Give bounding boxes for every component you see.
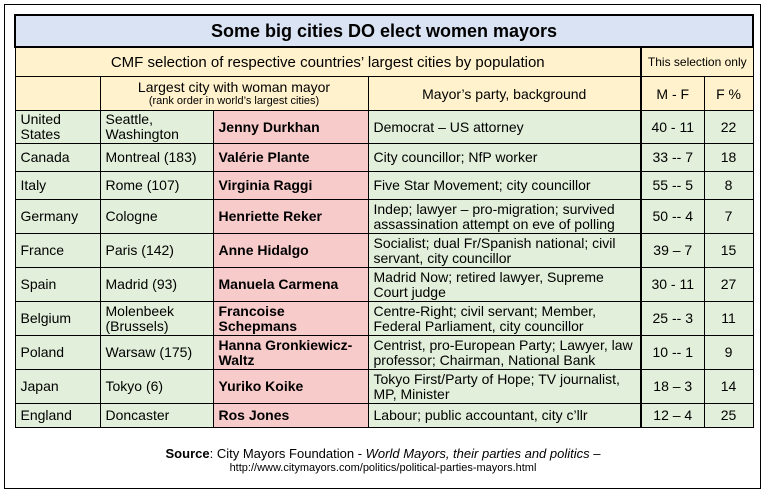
mf-cell: 39 – 7 (640, 233, 705, 268)
table-row: France Paris (142) Anne Hidalgo Socialist; … (14, 233, 754, 268)
fpct-cell: 15 (703, 233, 754, 268)
table-row: Japan Tokyo (6) Yuriko Koike Tokyo First/Pa… (14, 369, 754, 404)
mf-cell: 40 - 11 (640, 110, 705, 144)
fpct-cell: 9 (703, 335, 754, 370)
source-note: Source: City Mayors Foundation - World M… (14, 446, 752, 476)
city-header: Largest city with woman mayor (rank orde… (99, 76, 369, 111)
party-cell: Centre-Right; civil servant; Member, Fed… (367, 301, 642, 336)
mayor-cell: Jenny Durkhan (212, 110, 369, 144)
fpct-cell: 25 (703, 403, 754, 428)
party-header: Mayor’s party, background (367, 76, 642, 111)
mf-cell: 25 -- 3 (640, 301, 705, 336)
city-cell: Tokyo (6) (99, 369, 214, 404)
country-cell: Canada (14, 143, 101, 172)
fpct-cell: 7 (703, 199, 754, 234)
country-cell: Belgium (14, 301, 101, 336)
mayor-cell: Francoise Schepmans (212, 301, 369, 336)
mayor-cell: Anne Hidalgo (212, 233, 369, 268)
fpct-header: F % (703, 76, 754, 111)
country-cell: England (14, 403, 101, 428)
fpct-cell: 8 (703, 171, 754, 200)
mayor-cell: Henriette Reker (212, 199, 369, 234)
fpct-cell: 11 (703, 301, 754, 336)
city-cell: Cologne (99, 199, 214, 234)
mayor-cell: Virginia Raggi (212, 171, 369, 200)
country-cell: United States (14, 110, 101, 144)
table-row: Poland Warsaw (175) Hanna Gronkiewicz-Walt… (14, 335, 754, 370)
source-url: http://www.citymayors.com/politics/polit… (229, 462, 537, 474)
country-cell: Italy (14, 171, 101, 200)
party-cell: Centrist, pro-European Party; Lawyer, la… (367, 335, 642, 370)
city-cell: Warsaw (175) (99, 335, 214, 370)
party-cell: Socialist; dual Fr/Spanish national; civ… (367, 233, 642, 268)
mf-cell: 30 - 11 (640, 267, 705, 302)
mf-cell: 10 -- 1 (640, 335, 705, 370)
party-cell: Five Star Movement; city councillor (367, 171, 642, 200)
city-header-sublabel: (rank order in world’s largest cities) (148, 95, 320, 107)
city-cell: Rome (107) (99, 171, 214, 200)
country-cell: Japan (14, 369, 101, 404)
table-subtitle: CMF selection of respective countries’ l… (14, 46, 642, 77)
mf-cell: 55 -- 5 (640, 171, 705, 200)
fpct-cell: 22 (703, 110, 754, 144)
table-row: Spain Madrid (93) Manuela Carmena Madrid No… (14, 267, 754, 302)
country-cell: Poland (14, 335, 101, 370)
mayor-cell: Yuriko Koike (212, 369, 369, 404)
mf-cell: 12 – 4 (640, 403, 705, 428)
table-row: Germany Cologne Henriette Reker Indep; lawy… (14, 199, 754, 234)
party-cell: City councillor; NfP worker (367, 143, 642, 172)
country-cell: Germany (14, 199, 101, 234)
table-row: United States Seattle, Washington Jenny Du… (14, 110, 754, 144)
mf-cell: 18 – 3 (640, 369, 705, 404)
table-row: Canada Montreal (183) Valérie Plante City c… (14, 143, 754, 172)
city-cell: Madrid (93) (99, 267, 214, 302)
country-cell: Spain (14, 267, 101, 302)
city-cell: Montreal (183) (99, 143, 214, 172)
party-cell: Tokyo First/Party of Hope; TV journalist… (367, 369, 642, 404)
city-cell: Molenbeek (Brussels) (99, 301, 214, 336)
mayor-cell: Hanna Gronkiewicz-Waltz (212, 335, 369, 370)
mf-cell: 50 -- 4 (640, 199, 705, 234)
city-cell: Doncaster (99, 403, 214, 428)
party-cell: Democrat – US attorney (367, 110, 642, 144)
table-title: Some big cities DO elect women mayors (13, 14, 755, 48)
city-header-label: Largest city with woman mayor (137, 79, 331, 95)
selection-header: This selection only (639, 46, 754, 77)
source-dash: – (589, 446, 601, 461)
fpct-cell: 14 (703, 369, 754, 404)
city-cell: Seattle, Washington (99, 110, 214, 144)
party-cell: Madrid Now; retired lawyer, Supreme Cour… (367, 267, 642, 302)
outer-frame (4, 4, 761, 489)
table-row: Belgium Molenbeek (Brussels) Francoise Sch… (14, 301, 754, 336)
party-cell: Indep; lawyer – pro-migration; survived … (367, 199, 642, 234)
table-row: England Doncaster Ros Jones Labour; public … (14, 403, 754, 428)
table-body: United States Seattle, Washington Jenny Du… (14, 110, 754, 428)
party-cell: Labour; public accountant, city c’llr (367, 403, 642, 428)
country-header (14, 76, 101, 111)
mayor-cell: Manuela Carmena (212, 267, 369, 302)
city-cell: Paris (142) (99, 233, 214, 268)
mayor-cell: Valérie Plante (212, 143, 369, 172)
mayor-cell: Ros Jones (212, 403, 369, 428)
fpct-cell: 18 (703, 143, 754, 172)
source-work: World Mayors, their parties and politics (365, 446, 590, 461)
source-org: : City Mayors Foundation - (209, 446, 366, 461)
country-cell: France (14, 233, 101, 268)
mf-header: M - F (640, 76, 705, 111)
table-row: Italy Rome (107) Virginia Raggi Five Star M… (14, 171, 754, 200)
source-label: Source (165, 446, 210, 461)
mf-cell: 33 -- 7 (640, 143, 705, 172)
mayors-table: Some big cities DO elect women mayors CM… (13, 14, 755, 428)
fpct-cell: 27 (703, 267, 754, 302)
